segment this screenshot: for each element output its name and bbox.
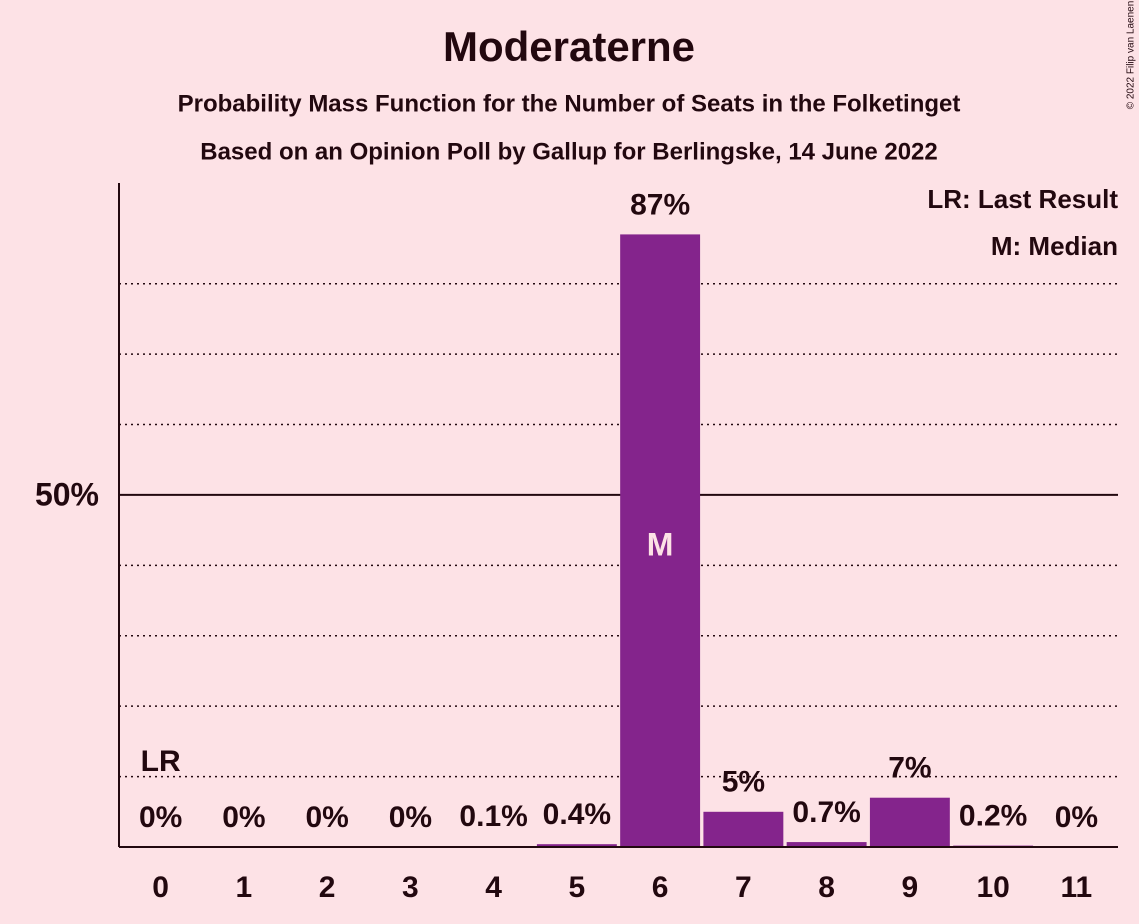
chart-subtitle: Probability Mass Function for the Number… xyxy=(178,90,961,117)
value-label: 87% xyxy=(630,188,690,221)
x-tick-label: 11 xyxy=(1061,871,1093,904)
x-tick-label: 5 xyxy=(569,871,586,904)
x-tick-label: 1 xyxy=(236,871,253,904)
value-label: 0% xyxy=(222,801,265,834)
bar xyxy=(620,234,701,847)
y-tick-label: 50% xyxy=(35,476,99,512)
value-label: 0.1% xyxy=(459,800,527,833)
value-label: 5% xyxy=(722,766,765,799)
last-result-marker: LR xyxy=(141,745,181,778)
bar xyxy=(703,811,784,847)
x-tick-label: 9 xyxy=(902,871,919,904)
x-tick-label: 6 xyxy=(652,871,669,904)
x-tick-label: 7 xyxy=(735,871,752,904)
value-label: 0% xyxy=(389,801,432,834)
value-label: 0% xyxy=(305,801,348,834)
chart-subtitle: Based on an Opinion Poll by Gallup for B… xyxy=(200,138,938,165)
value-label: 0.2% xyxy=(959,800,1027,833)
x-tick-label: 10 xyxy=(976,871,1009,904)
x-tick-label: 3 xyxy=(402,871,419,904)
value-label: 7% xyxy=(888,752,931,785)
legend-entry: LR: Last Result xyxy=(927,184,1118,214)
median-marker: M xyxy=(647,526,674,562)
x-tick-label: 8 xyxy=(818,871,835,904)
value-label: 0.7% xyxy=(792,796,860,829)
value-label: 0.4% xyxy=(543,798,611,831)
x-tick-label: 0 xyxy=(152,871,169,904)
copyright: © 2022 Filip van Laenen xyxy=(1126,1,1137,110)
legend-entry: M: Median xyxy=(991,231,1118,261)
bar xyxy=(869,797,950,847)
x-tick-label: 2 xyxy=(319,871,336,904)
bar xyxy=(536,844,617,847)
value-label: 0% xyxy=(1055,801,1098,834)
chart-title: Moderaterne xyxy=(443,23,695,70)
bar xyxy=(786,842,867,847)
x-tick-label: 4 xyxy=(485,871,502,904)
value-label: 0% xyxy=(139,801,182,834)
